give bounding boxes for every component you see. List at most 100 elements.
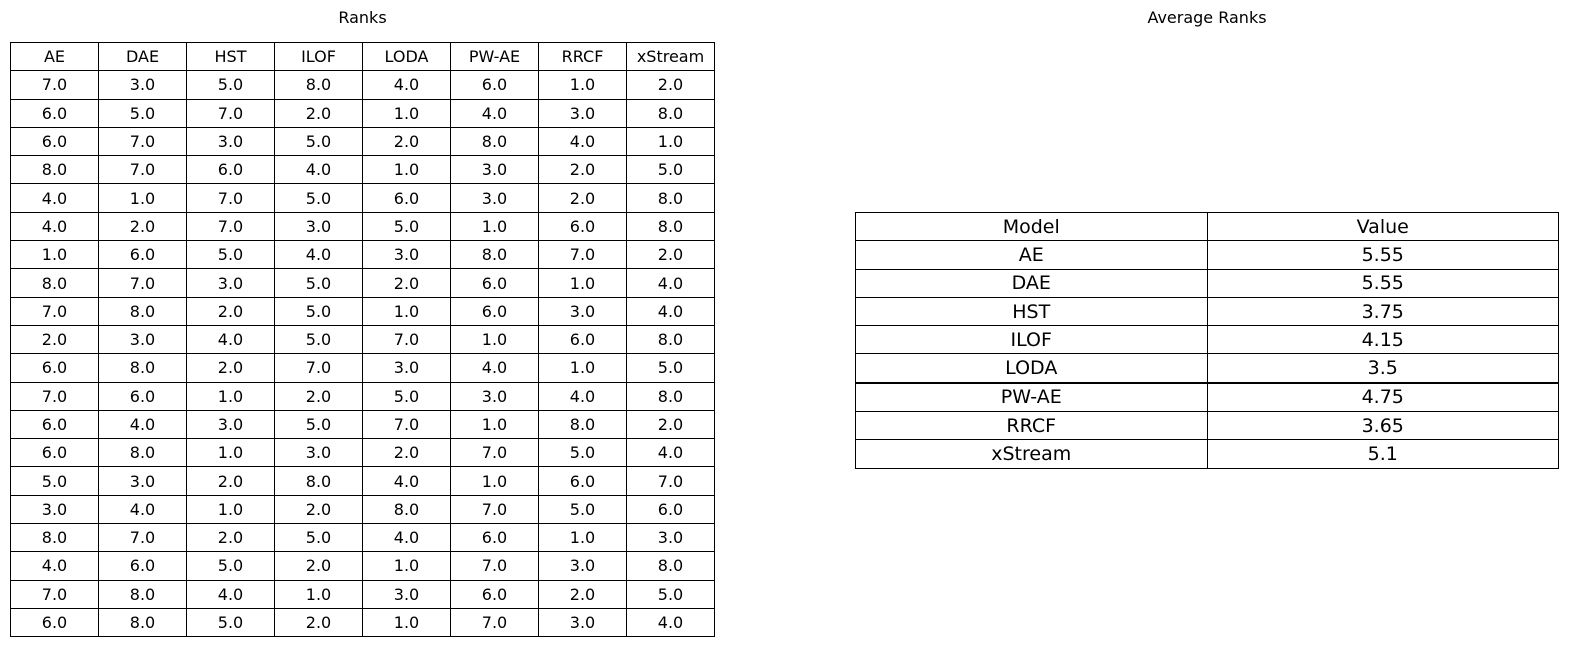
- ranks-cell: 5.0: [274, 324, 363, 355]
- ranks-cell: 4.0: [274, 155, 363, 185]
- ranks-cell: 6.0: [10, 353, 99, 383]
- ranks-cell: 2.0: [186, 523, 275, 553]
- ranks-cell: 3.0: [538, 551, 627, 581]
- average-ranks-cell: PW-AE: [855, 381, 1208, 413]
- ranks-cell: 8.0: [98, 607, 187, 638]
- ranks-row: 6.0 7.0 3.0 5.0 2.0 8.0 4.0 1.0: [10, 126, 715, 157]
- ranks-row: 8.0 7.0 3.0 5.0 2.0 6.0 1.0 4.0: [10, 268, 715, 298]
- ranks-cell: 5.0: [626, 155, 715, 185]
- ranks-cell: 2.0: [538, 155, 627, 185]
- ranks-cell: 1.0: [186, 381, 275, 411]
- ranks-header-cell: HST: [186, 41, 275, 72]
- average-ranks-cell: 5.1: [1206, 439, 1559, 469]
- ranks-cell: 1.0: [450, 324, 539, 355]
- ranks-cell: 4.0: [98, 494, 187, 525]
- ranks-cell: 3.0: [274, 211, 363, 242]
- ranks-header-cell: xStream: [626, 41, 715, 72]
- ranks-cell: 3.0: [186, 126, 275, 157]
- ranks-cell: 4.0: [626, 607, 715, 638]
- ranks-cell: 1.0: [186, 494, 275, 525]
- ranks-cell: 8.0: [626, 551, 715, 581]
- ranks-cell: 5.0: [274, 523, 363, 553]
- ranks-header-cell: RRCF: [538, 41, 627, 72]
- ranks-cell: 6.0: [538, 466, 627, 496]
- ranks-cell: 4.0: [538, 126, 627, 157]
- ranks-cell: 8.0: [98, 296, 187, 326]
- ranks-cell: 7.0: [98, 268, 187, 298]
- ranks-cell: 1.0: [538, 523, 627, 553]
- ranks-cell: 7.0: [626, 466, 715, 496]
- ranks-cell: 1.0: [362, 296, 451, 326]
- ranks-cell: 3.0: [186, 268, 275, 298]
- ranks-cell: 8.0: [626, 381, 715, 411]
- ranks-cell: 4.0: [626, 296, 715, 326]
- ranks-cell: 6.0: [626, 494, 715, 525]
- ranks-cell: 7.0: [10, 381, 99, 411]
- average-ranks-row: xStream 5.1: [855, 439, 1559, 469]
- average-ranks-row: RRCF 3.65: [855, 411, 1559, 441]
- ranks-cell: 1.0: [538, 268, 627, 298]
- ranks-row: 7.0 6.0 1.0 2.0 5.0 3.0 4.0 8.0: [10, 381, 715, 411]
- ranks-cell: 4.0: [186, 324, 275, 355]
- ranks-table: AE DAE HST ILOF LODA PW-AE RRCF xStream 7.0 3.0 5…: [10, 41, 715, 638]
- ranks-cell: 1.0: [362, 607, 451, 638]
- ranks-cell: 1.0: [186, 438, 275, 468]
- ranks-title: Ranks: [338, 8, 387, 27]
- average-ranks-cell: 4.15: [1206, 325, 1559, 355]
- ranks-cell: 8.0: [626, 324, 715, 355]
- ranks-cell: 2.0: [626, 70, 715, 100]
- ranks-cell: 4.0: [362, 70, 451, 100]
- ranks-cell: 4.0: [450, 98, 539, 128]
- ranks-cell: 2.0: [274, 494, 363, 525]
- ranks-cell: 8.0: [626, 98, 715, 128]
- ranks-cell: 7.0: [10, 296, 99, 326]
- ranks-cell: 5.0: [362, 381, 451, 411]
- ranks-header-cell: PW-AE: [450, 41, 539, 72]
- ranks-cell: 6.0: [10, 409, 99, 440]
- ranks-cell: 4.0: [538, 381, 627, 411]
- ranks-row: 6.0 5.0 7.0 2.0 1.0 4.0 3.0 8.0: [10, 98, 715, 128]
- ranks-row: 7.0 3.0 5.0 8.0 4.0 6.0 1.0 2.0: [10, 70, 715, 100]
- ranks-cell: 3.0: [450, 381, 539, 411]
- ranks-cell: 1.0: [10, 240, 99, 270]
- ranks-cell: 5.0: [10, 466, 99, 496]
- average-ranks-row: PW-AE 4.75: [855, 381, 1559, 413]
- ranks-cell: 5.0: [538, 438, 627, 468]
- average-ranks-cell: AE: [855, 240, 1208, 270]
- ranks-cell: 7.0: [10, 70, 99, 100]
- ranks-cell: 8.0: [10, 155, 99, 185]
- average-ranks-title: Average Ranks: [1147, 8, 1267, 27]
- ranks-cell: 4.0: [10, 551, 99, 581]
- average-ranks-row: ILOF 4.15: [855, 325, 1559, 355]
- ranks-cell: 6.0: [538, 211, 627, 242]
- ranks-cell: 7.0: [362, 324, 451, 355]
- ranks-cell: 7.0: [98, 155, 187, 185]
- ranks-cell: 8.0: [274, 466, 363, 496]
- ranks-header-cell: DAE: [98, 41, 187, 72]
- ranks-row: 5.0 3.0 2.0 8.0 4.0 1.0 6.0 7.0: [10, 466, 715, 496]
- ranks-row: 3.0 4.0 1.0 2.0 8.0 7.0 5.0 6.0: [10, 494, 715, 525]
- ranks-cell: 2.0: [274, 607, 363, 638]
- ranks-cell: 4.0: [626, 268, 715, 298]
- ranks-cell: 2.0: [362, 126, 451, 157]
- average-ranks-row: LODA 3.5: [855, 353, 1559, 384]
- ranks-cell: 7.0: [10, 579, 99, 609]
- average-ranks-cell: DAE: [855, 268, 1208, 298]
- ranks-cell: 2.0: [274, 551, 363, 581]
- ranks-cell: 5.0: [186, 551, 275, 581]
- ranks-cell: 2.0: [186, 353, 275, 383]
- average-ranks-cell: xStream: [855, 439, 1208, 469]
- ranks-cell: 7.0: [274, 353, 363, 383]
- ranks-body: 7.0 3.0 5.0 8.0 4.0 6.0 1.0 2.0 6.0 5.0 7.0 2.0 1.0 4…: [10, 70, 715, 638]
- ranks-cell: 5.0: [274, 409, 363, 440]
- ranks-cell: 3.0: [538, 607, 627, 638]
- ranks-cell: 3.0: [98, 70, 187, 100]
- ranks-cell: 6.0: [450, 523, 539, 553]
- ranks-cell: 6.0: [10, 607, 99, 638]
- ranks-cell: 7.0: [450, 494, 539, 525]
- ranks-cell: 5.0: [98, 98, 187, 128]
- average-ranks-cell: 3.75: [1206, 296, 1559, 327]
- ranks-cell: 7.0: [98, 126, 187, 157]
- ranks-cell: 3.0: [362, 579, 451, 609]
- ranks-cell: 7.0: [450, 551, 539, 581]
